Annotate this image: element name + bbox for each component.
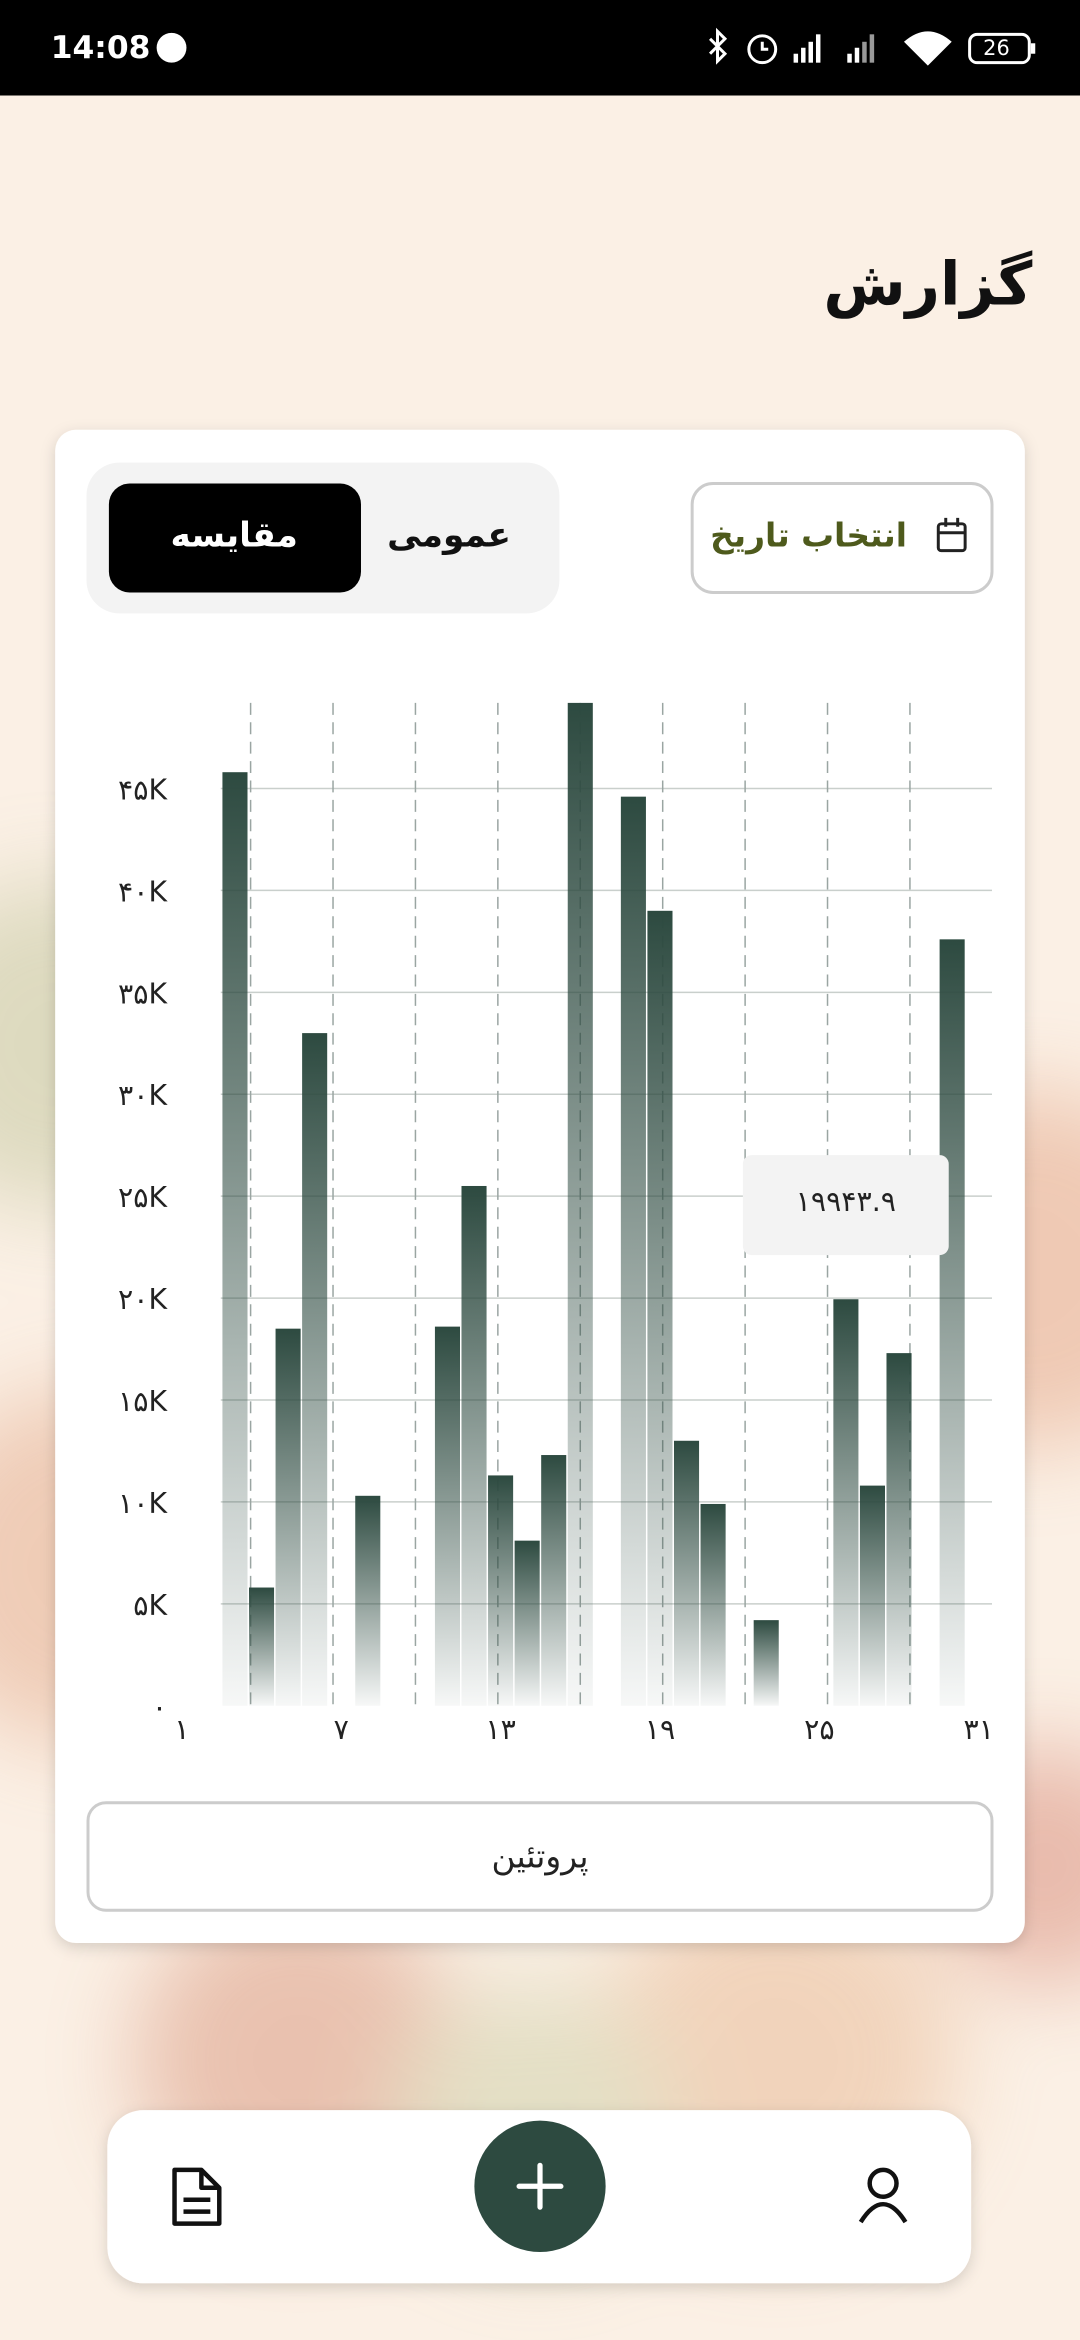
bar (461, 1185, 487, 1706)
tooltip (742, 1155, 949, 1256)
tooltip-label: ۱۹۹۴۳.۹ (796, 1185, 896, 1218)
y-tick-label: ۳۵K (118, 977, 168, 1010)
date-button-label[interactable]: انتخاب تاریخ (710, 517, 907, 555)
bar (859, 1485, 885, 1706)
y-tick-label: ۵K (133, 1589, 168, 1622)
bar (302, 1033, 328, 1706)
page-title: گزارش (823, 250, 1032, 320)
bar (514, 1540, 540, 1706)
bar (753, 1620, 779, 1706)
x-tick-label: ۲۵ (804, 1713, 834, 1746)
bar (886, 1353, 912, 1706)
battery (968, 32, 1031, 65)
calendar-icon (936, 517, 967, 553)
x-tick-label: ۷ (334, 1713, 349, 1746)
nutrient-button[interactable] (86, 1801, 994, 1912)
signal-icons (793, 31, 952, 66)
bar (355, 1495, 381, 1706)
status-icons (709, 27, 778, 65)
y-tick-label: ۱۵K (118, 1385, 168, 1418)
tab-active[interactable] (108, 483, 361, 593)
y-tick-label: ۴۵K (118, 773, 168, 806)
bar (939, 939, 965, 1706)
bar (488, 1475, 514, 1706)
x-tick-label: ۱۹ (645, 1713, 675, 1746)
y-tick-label: ۲۰K (118, 1283, 168, 1316)
x-tick-label: ۱ (174, 1713, 189, 1746)
status-icon (156, 32, 187, 63)
bar (248, 1587, 275, 1706)
tab[interactable]: مقایسه (171, 516, 298, 556)
bar (700, 1503, 726, 1706)
bar (275, 1328, 301, 1706)
bar (567, 702, 593, 1706)
y-tick-label: ۴۰K (118, 875, 168, 908)
y-tick-label: ۳۰K (118, 1079, 168, 1112)
y-tick-label: ۲۵K (118, 1181, 168, 1214)
x-tick-label: ۳۱ (963, 1713, 993, 1746)
bar (833, 1299, 859, 1706)
battery-level: 26 (983, 36, 1010, 60)
report-icon[interactable] (172, 2167, 222, 2226)
y-tick-label: ۰ (152, 1691, 167, 1724)
x-tick-label: ۱۳ (485, 1713, 515, 1746)
bar (620, 796, 646, 1706)
date-button[interactable] (690, 482, 994, 594)
nutrient-label[interactable]: پروتئین (492, 1837, 589, 1875)
bar (434, 1326, 461, 1706)
bar (673, 1440, 700, 1706)
bar (222, 772, 248, 1706)
battery-cap (1030, 43, 1036, 54)
add-icon (516, 2162, 564, 2210)
chart: ۰ ۵K ۱۰K ۱۵K ۲۰K ۲۵K ۳۰K ۳۵K ۴۰K ۴۵K ۱ ۷ ۱۳ ۱۹ ۲۵ ۳۱ (118, 702, 994, 1746)
tab[interactable]: عمومی (387, 516, 511, 556)
status-time: 14:08 (51, 30, 151, 66)
profile-icon[interactable] (858, 2167, 908, 2224)
y-tick-label: ۱۰K (118, 1487, 168, 1520)
bar (647, 910, 673, 1706)
bar (541, 1455, 567, 1706)
